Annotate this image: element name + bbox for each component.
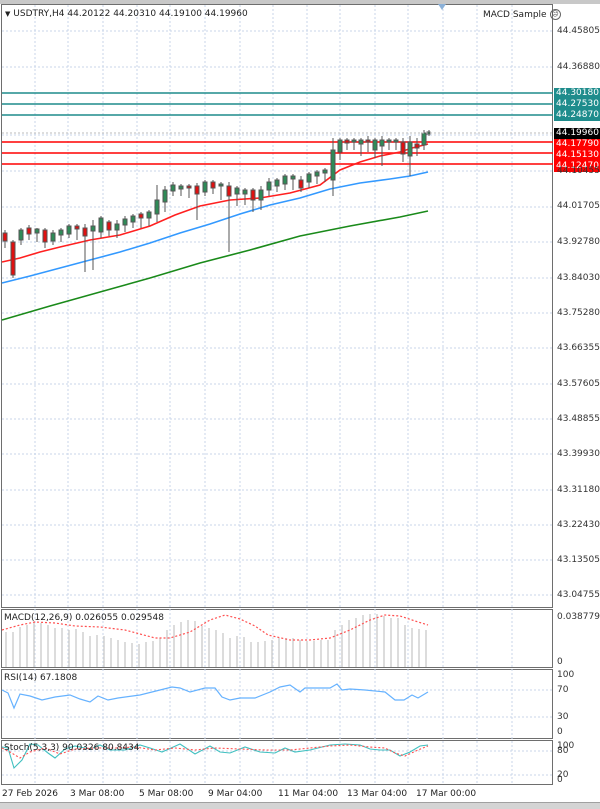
stoch-tick: 80 [557, 746, 569, 756]
stoch-legend: Stoch(5,3,3) 90.0326 80.8434 [4, 743, 140, 753]
macd-zero-tick: 0 [557, 657, 563, 667]
price-tick: 44.10455 [557, 166, 600, 176]
support-level-label: 44.17790 [554, 139, 600, 150]
rsi-tick: 30 [557, 712, 569, 722]
macd-signal [1, 614, 429, 641]
time-tick: 13 Mar 04:00 [347, 789, 408, 799]
macd-legend: MACD(12,26,9) 0.026055 0.029548 [4, 613, 164, 623]
window-bottom-bar [0, 802, 600, 809]
price-tick: 43.04755 [557, 590, 600, 600]
macd-max-tick: 0.038779 [557, 612, 600, 622]
rsi-line [1, 683, 429, 710]
candles [2, 130, 431, 278]
price-tick: 43.22430 [557, 520, 600, 530]
macd-pane[interactable] [1, 609, 553, 668]
rsi-legend: RSI(14) 67.1808 [4, 673, 78, 683]
price-tick: 43.66355 [557, 343, 600, 353]
time-tick: 3 Mar 08:00 [70, 789, 125, 799]
current-price-label: 44.19960 [554, 128, 600, 139]
price-tick: 44.36880 [557, 62, 600, 72]
expert-name: MACD Sample [483, 10, 547, 20]
support-level-label: 44.12470 [554, 161, 600, 172]
price-tick: 43.39930 [557, 449, 600, 459]
support-lines [2, 141, 553, 165]
resistance-level-label: 44.24870 [554, 110, 600, 121]
rsi-pane[interactable] [1, 669, 553, 739]
time-tick: 27 Feb 2026 [2, 789, 59, 799]
price-tick: 43.84030 [557, 273, 600, 283]
stoch-tick: 20 [557, 770, 569, 780]
resistance-level-label: 44.30180 [554, 88, 600, 99]
ma-slow [1, 210, 429, 321]
window-top-border [0, 0, 600, 4]
time-tick: 9 Mar 04:00 [208, 789, 263, 799]
rsi-tick: 100 [557, 670, 575, 680]
price-tick: 43.31180 [557, 485, 600, 495]
resistance-level-label: 44.27530 [554, 99, 600, 110]
smiley-icon: ☹ [549, 9, 561, 20]
rsi-tick: 70 [557, 685, 569, 695]
time-tick: 11 Mar 04:00 [278, 789, 339, 799]
ma-mid [1, 171, 429, 284]
time-tick: 5 Mar 08:00 [139, 789, 194, 799]
stoch-main [1, 743, 429, 770]
price-tick: 43.13505 [557, 555, 600, 565]
rsi-tick: 0 [557, 727, 563, 737]
stoch-tick: 0 [557, 775, 563, 785]
macd-histogram [5, 614, 427, 667]
price-tick: 44.01705 [557, 201, 600, 211]
stoch-tick: 100 [557, 741, 575, 751]
stoch-signal [1, 744, 429, 759]
expert-advisor-label[interactable]: MACD Sample ☹ [483, 9, 561, 20]
symbol-ohlc: USDTRY,H4 44.20122 44.20310 44.19100 44.… [13, 9, 248, 19]
time-tick: 17 Mar 00:00 [416, 789, 477, 799]
price-tick: 44.45805 [557, 26, 600, 36]
symbol-legend: ▼ USDTRY,H4 44.20122 44.20310 44.19100 4… [5, 9, 248, 19]
price-tick: 43.75280 [557, 308, 600, 318]
price-tick: 43.48855 [557, 414, 600, 424]
chart-shift-marker [438, 4, 446, 10]
resistance-lines [2, 92, 553, 116]
support-level-label: 44.15130 [554, 150, 600, 161]
price-tick: 43.57605 [557, 379, 600, 389]
price-tick: 43.92780 [557, 237, 600, 247]
ma-fast [1, 143, 429, 263]
collapse-triangle-icon[interactable]: ▼ [5, 10, 11, 18]
